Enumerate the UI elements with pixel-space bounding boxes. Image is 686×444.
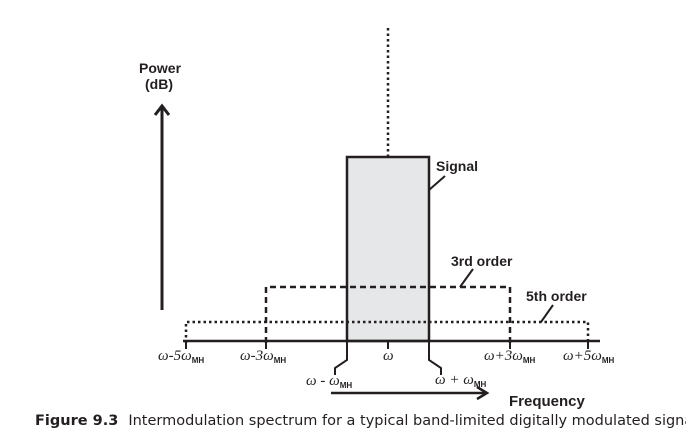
tick-w-minus-mh: ω - ωMH [306, 373, 353, 390]
w-plus-mh-leader [428, 341, 442, 375]
figure-caption-text: Intermodulation spectrum for a typical b… [128, 413, 686, 429]
third-order-label: 3rd order [451, 253, 513, 269]
figure-caption: Figure 9.3 Intermodulation spectrum for a… [35, 413, 686, 429]
tick-w-minus-5: ω-5ωMH [158, 348, 205, 365]
fifth-order-label: 5th order [526, 288, 587, 304]
signal-band [345, 155, 431, 343]
y-axis-label-power: Power [139, 60, 182, 76]
tick-w-plus-5: ω+5ωMH [563, 348, 615, 365]
x-axis-label: Frequency [509, 393, 585, 410]
tick-w-minus-3: ω-3ωMH [240, 348, 287, 365]
figure-number: Figure 9.3 [35, 413, 119, 429]
signal-label: Signal [436, 158, 479, 174]
tick-w: ω [383, 348, 394, 364]
tick-w-plus-3: ω+3ωMH [484, 348, 536, 365]
fifth-order-band [184, 320, 590, 343]
y-axis-label-unit: (dB) [145, 76, 173, 92]
tick-w-plus-mh: ω + ωMH [435, 372, 487, 389]
w-minus-mh-leader [334, 341, 348, 375]
